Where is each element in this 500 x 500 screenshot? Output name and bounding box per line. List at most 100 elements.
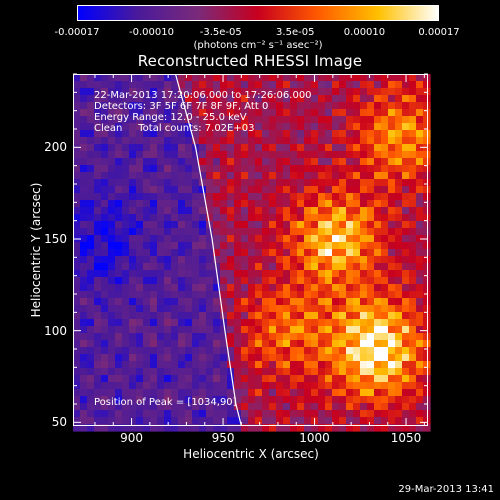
- heatmap-cell: [87, 144, 95, 152]
- heatmap-cell: [388, 312, 396, 320]
- heatmap-cell: [388, 284, 396, 292]
- heatmap-cell: [199, 396, 207, 404]
- heatmap-cell: [332, 347, 340, 355]
- heatmap-cell: [87, 340, 95, 348]
- heatmap-cell: [367, 95, 375, 103]
- heatmap-cell: [283, 81, 291, 89]
- heatmap-cell: [185, 172, 193, 180]
- heatmap-cell: [171, 214, 179, 222]
- heatmap-cell: [234, 382, 242, 390]
- heatmap-cell: [73, 123, 81, 131]
- heatmap-cell: [178, 235, 186, 243]
- heatmap-cell: [346, 389, 354, 397]
- heatmap-cell: [332, 298, 340, 306]
- heatmap-cell: [360, 144, 368, 152]
- heatmap-cell: [115, 214, 123, 222]
- heatmap-cell: [395, 333, 403, 341]
- heatmap-cell: [248, 81, 256, 89]
- heatmap-cell: [276, 298, 284, 306]
- heatmap-cell: [409, 403, 417, 411]
- heatmap-cell: [185, 249, 193, 257]
- heatmap-cell: [276, 284, 284, 292]
- heatmap-cell: [213, 144, 221, 152]
- heatmap-cell: [297, 256, 305, 264]
- heatmap-cell: [339, 207, 347, 215]
- heatmap-cell: [255, 277, 263, 285]
- heatmap-cell: [171, 74, 179, 82]
- heatmap-cell: [346, 207, 354, 215]
- heatmap-cell: [143, 88, 151, 96]
- heatmap-cell: [318, 361, 326, 369]
- heatmap-cell: [416, 291, 424, 299]
- heatmap-cell: [234, 179, 242, 187]
- heatmap-cell: [318, 410, 326, 418]
- heatmap-cell: [87, 361, 95, 369]
- heatmap-cell: [283, 207, 291, 215]
- heatmap-cell: [276, 347, 284, 355]
- heatmap-cell: [269, 284, 277, 292]
- heatmap-cell: [269, 270, 277, 278]
- heatmap-cell: [325, 403, 333, 411]
- heatmap-cell: [283, 214, 291, 222]
- heatmap-cell: [304, 270, 312, 278]
- heatmap-cell: [283, 179, 291, 187]
- heatmap-cell: [304, 361, 312, 369]
- heatmap-cell: [318, 235, 326, 243]
- heatmap-cell: [115, 305, 123, 313]
- heatmap-cell: [199, 151, 207, 159]
- heatmap-cell: [234, 228, 242, 236]
- heatmap-cell: [290, 361, 298, 369]
- heatmap-cell: [409, 305, 417, 313]
- heatmap-cell: [381, 172, 389, 180]
- heatmap-cell: [248, 417, 256, 425]
- heatmap-cell: [101, 102, 109, 110]
- heatmap-cell: [423, 291, 431, 299]
- heatmap-cell: [206, 235, 214, 243]
- heatmap-cell: [262, 116, 270, 124]
- heatmap-cell: [332, 312, 340, 320]
- heatmap-cell: [297, 130, 305, 138]
- heatmap-cell: [136, 123, 144, 131]
- heatmap-cell: [157, 326, 165, 334]
- heatmap-cell: [185, 235, 193, 243]
- heatmap-cell: [409, 179, 417, 187]
- heatmap-cell: [255, 396, 263, 404]
- heatmap-cell: [255, 270, 263, 278]
- heatmap-cell: [381, 158, 389, 166]
- heatmap-cell: [311, 186, 319, 194]
- heatmap-cell: [304, 417, 312, 425]
- heatmap-cell: [80, 354, 88, 362]
- heatmap-cell: [143, 417, 151, 425]
- heatmap-cell: [185, 333, 193, 341]
- heatmap-cell: [262, 354, 270, 362]
- heatmap-cell: [115, 200, 123, 208]
- heatmap-cell: [136, 249, 144, 257]
- heatmap-cell: [206, 298, 214, 306]
- heatmap-cell: [388, 410, 396, 418]
- heatmap-cell: [388, 144, 396, 152]
- heatmap-cell: [227, 158, 235, 166]
- heatmap-cell: [409, 424, 417, 432]
- heatmap-cell: [143, 158, 151, 166]
- heatmap-cell: [388, 193, 396, 201]
- heatmap-cell: [409, 95, 417, 103]
- heatmap-cell: [332, 228, 340, 236]
- heatmap-cell: [115, 417, 123, 425]
- heatmap-cell: [423, 214, 431, 222]
- heatmap-cell: [129, 158, 137, 166]
- heatmap-cell: [234, 81, 242, 89]
- heatmap-cell: [381, 200, 389, 208]
- heatmap-cell: [304, 116, 312, 124]
- heatmap-cell: [108, 214, 116, 222]
- heatmap-cell: [220, 172, 228, 180]
- heatmap-cell: [423, 403, 431, 411]
- heatmap-cell: [255, 193, 263, 201]
- heatmap-cell: [395, 165, 403, 173]
- heatmap-cell: [150, 417, 158, 425]
- heatmap-cell: [150, 179, 158, 187]
- heatmap-cell: [136, 368, 144, 376]
- heatmap-cell: [136, 347, 144, 355]
- heatmap-cell: [248, 361, 256, 369]
- heatmap-cell: [157, 165, 165, 173]
- heatmap-cell: [262, 333, 270, 341]
